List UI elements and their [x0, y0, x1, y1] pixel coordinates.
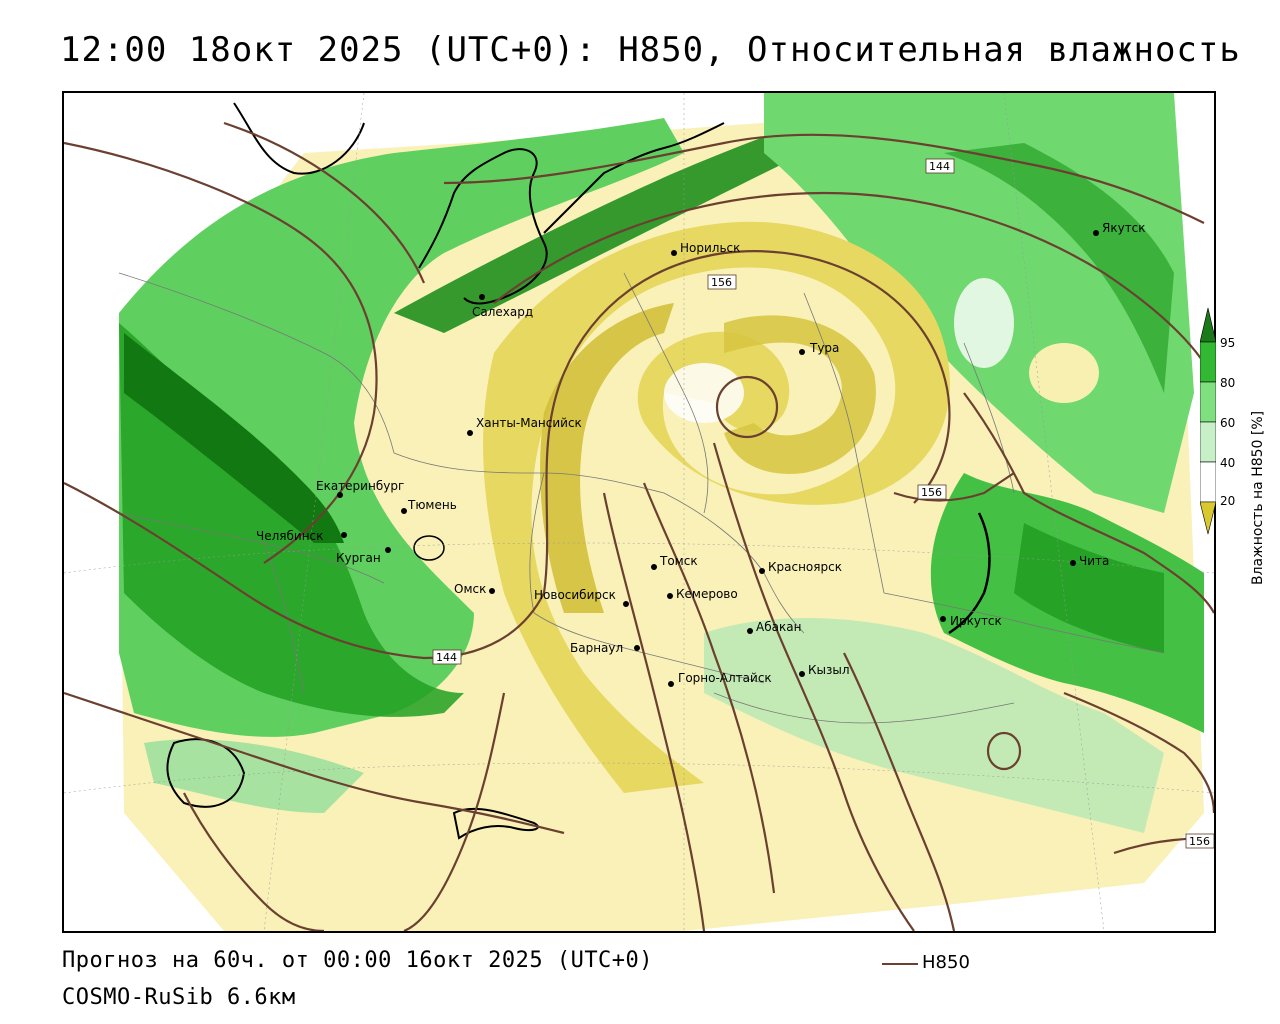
svg-text:Салехард: Салехард — [472, 305, 533, 319]
svg-text:Абакан: Абакан — [756, 620, 801, 634]
isoline-label: 156 — [1185, 833, 1214, 849]
svg-text:144: 144 — [929, 160, 950, 173]
svg-text:Новосибирск: Новосибирск — [534, 588, 616, 602]
city-marker: Чита — [1070, 554, 1109, 568]
city-marker: Красноярск — [759, 560, 842, 574]
city-marker: Иркутск — [940, 614, 1002, 628]
colorbar-tick: 20 — [1220, 494, 1236, 508]
isoline-label: 144 — [925, 158, 955, 174]
city-marker: Омск — [454, 582, 495, 596]
svg-text:Ханты-Мансийск: Ханты-Мансийск — [476, 416, 582, 430]
humidity-colorbar — [1200, 307, 1216, 535]
svg-text:Красноярск: Красноярск — [768, 560, 842, 574]
city-marker: Абакан — [747, 620, 801, 634]
map-canvas: 144 156 156 144 156 Салехард Норильск Як… — [64, 93, 1214, 931]
isoline-legend-label: H850 — [922, 952, 970, 973]
model-info: COSMO-RuSib 6.6км — [62, 985, 296, 1010]
svg-text:144: 144 — [436, 651, 457, 664]
city-marker: Норильск — [671, 241, 740, 256]
city-marker: Екатеринбург — [316, 479, 404, 498]
svg-text:156: 156 — [711, 276, 732, 289]
svg-text:Кызыл: Кызыл — [808, 663, 850, 677]
svg-text:Горно-Алтайск: Горно-Алтайск — [678, 671, 772, 685]
city-marker: Тюмень — [401, 498, 457, 514]
map-title: 12:00 18окт 2025 (UTC+0): H850, Относите… — [60, 30, 1241, 70]
city-marker: Тура — [799, 341, 839, 355]
svg-text:Тура: Тура — [809, 341, 839, 355]
isoline-legend-swatch — [882, 963, 918, 965]
city-marker: Курган — [336, 547, 391, 565]
svg-text:Якутск: Якутск — [1102, 221, 1146, 235]
weather-map: 144 156 156 144 156 Салехард Норильск Як… — [62, 91, 1216, 933]
city-marker: Горно-Алтайск — [668, 671, 772, 687]
svg-text:Иркутск: Иркутск — [950, 614, 1002, 628]
colorbar-tick: 95 — [1220, 336, 1236, 350]
svg-text:Томск: Томск — [659, 554, 698, 568]
city-marker: Новосибирск — [534, 588, 629, 607]
city-marker: Кемерово — [667, 587, 738, 601]
svg-text:156: 156 — [1189, 835, 1210, 848]
city-marker: Барнаул — [570, 641, 640, 655]
svg-text:Екатеринбург: Екатеринбург — [316, 479, 404, 493]
city-marker: Якутск — [1093, 221, 1146, 236]
forecast-info: Прогноз на 60ч. от 00:00 16окт 2025 (UTC… — [62, 948, 654, 973]
city-marker: Челябинск — [256, 529, 347, 543]
colorbar-title: Влажность на H850 [%] — [1250, 410, 1266, 585]
city-marker: Ханты-Мансийск — [467, 416, 582, 436]
colorbar-tick: 60 — [1220, 416, 1236, 430]
svg-text:Чита: Чита — [1079, 554, 1109, 568]
svg-text:156: 156 — [921, 486, 942, 499]
colorbar-tick: 40 — [1220, 456, 1236, 470]
city-marker: Салехард — [472, 294, 533, 319]
isoline-label: 156 — [707, 274, 737, 290]
svg-text:Тюмень: Тюмень — [407, 498, 457, 512]
svg-text:Норильск: Норильск — [680, 241, 740, 255]
colorbar-tick: 80 — [1220, 376, 1236, 390]
svg-text:Курган: Курган — [336, 551, 381, 565]
svg-text:Челябинск: Челябинск — [256, 529, 323, 543]
svg-text:Омск: Омск — [454, 582, 486, 596]
isoline-label: 156 — [917, 484, 947, 500]
svg-text:Барнаул: Барнаул — [570, 641, 623, 655]
city-marker: Кызыл — [799, 663, 850, 677]
city-marker: Томск — [651, 554, 698, 570]
svg-text:Кемерово: Кемерово — [676, 587, 738, 601]
isoline-label: 144 — [432, 649, 462, 665]
